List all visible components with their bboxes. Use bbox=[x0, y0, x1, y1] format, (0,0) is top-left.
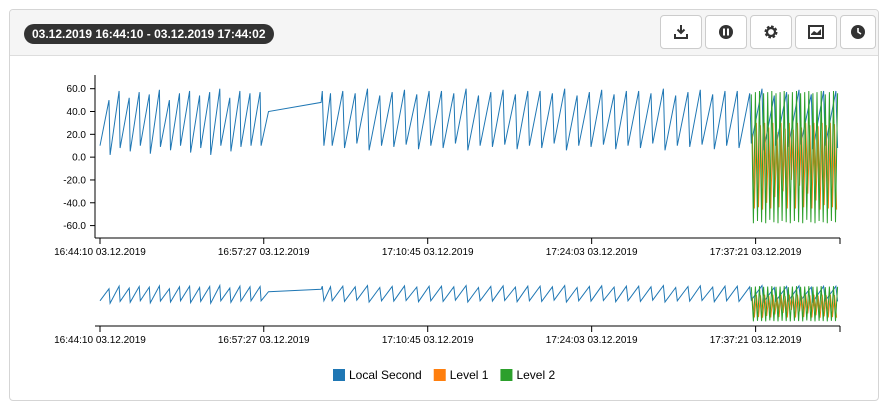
clock-icon bbox=[851, 25, 865, 39]
y-tick-label: -20.0 bbox=[63, 175, 86, 186]
x-tick-label: 17:37:21 03.12.2019 bbox=[710, 247, 802, 258]
legend-label: Local Second bbox=[349, 368, 422, 382]
line bbox=[750, 286, 839, 322]
settings-button[interactable] bbox=[750, 15, 792, 49]
legend-swatch bbox=[433, 369, 446, 381]
time-button[interactable] bbox=[840, 15, 876, 49]
x-tick-label: 16:44:10 03.12.2019 bbox=[54, 247, 146, 258]
download-icon bbox=[674, 25, 688, 39]
legend-swatch bbox=[333, 369, 345, 381]
line bbox=[750, 90, 839, 224]
pause-button[interactable] bbox=[705, 15, 747, 49]
y-tick-label: 0.0 bbox=[72, 153, 86, 164]
range-label: 03.12.2019 16:44:10 - 03.12.2019 17:44:0… bbox=[24, 24, 274, 44]
x-tick-label: 17:37:21 03.12.2019 bbox=[710, 335, 802, 346]
line bbox=[99, 283, 839, 306]
legend-label: Level 2 bbox=[516, 368, 555, 382]
pause-icon bbox=[719, 25, 733, 39]
y-tick-label: 60.0 bbox=[67, 84, 87, 95]
y-tick-label: -40.0 bbox=[63, 198, 86, 209]
chart-button[interactable] bbox=[795, 15, 837, 49]
x-tick-label: 16:57:27 03.12.2019 bbox=[218, 247, 310, 258]
panel: 03.12.2019 16:44:10 - 03.12.2019 17:44:0… bbox=[9, 9, 879, 401]
x-tick-label: 17:10:45 03.12.2019 bbox=[382, 247, 474, 258]
legend-label: Level 1 bbox=[450, 368, 489, 382]
chart-icon bbox=[808, 25, 824, 39]
gear-icon bbox=[764, 25, 778, 39]
x-tick-label: 17:24:03 03.12.2019 bbox=[546, 247, 638, 258]
legend-swatch bbox=[500, 369, 513, 381]
x-tick-label: 16:57:27 03.12.2019 bbox=[218, 335, 310, 346]
x-tick-label: 17:24:03 03.12.2019 bbox=[546, 335, 638, 346]
y-tick-label: -60.0 bbox=[63, 221, 86, 232]
line bbox=[99, 88, 839, 155]
x-tick-label: 16:44:10 03.12.2019 bbox=[54, 335, 146, 346]
header: 03.12.2019 16:44:10 - 03.12.2019 17:44:0… bbox=[10, 10, 878, 56]
y-tick-label: 40.0 bbox=[67, 107, 87, 118]
y-tick-label: 20.0 bbox=[67, 130, 87, 141]
download-button[interactable] bbox=[660, 15, 702, 49]
x-tick-label: 17:10:45 03.12.2019 bbox=[382, 335, 474, 346]
